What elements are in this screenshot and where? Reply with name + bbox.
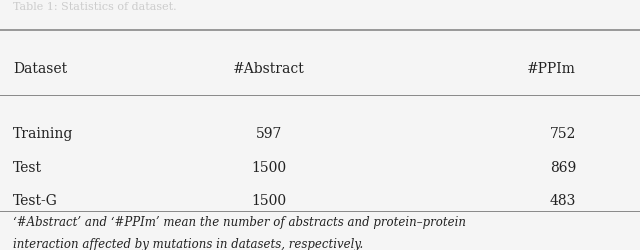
Text: 597: 597	[255, 127, 282, 140]
Text: 869: 869	[550, 160, 576, 174]
Text: Table 1: Statistics of dataset.: Table 1: Statistics of dataset.	[13, 2, 177, 12]
Text: Test: Test	[13, 160, 42, 174]
Text: Dataset: Dataset	[13, 62, 67, 76]
Text: Training: Training	[13, 127, 73, 140]
Text: 1500: 1500	[252, 194, 286, 207]
Text: 752: 752	[550, 127, 576, 140]
Text: ‘#Abstract’ and ‘#PPIm’ mean the number of abstracts and protein–protein: ‘#Abstract’ and ‘#PPIm’ mean the number …	[13, 215, 466, 228]
Text: 1500: 1500	[252, 160, 286, 174]
Text: #PPIm: #PPIm	[527, 62, 576, 76]
Text: 483: 483	[550, 194, 576, 207]
Text: Test-G: Test-G	[13, 194, 58, 207]
Text: #Abstract: #Abstract	[233, 62, 305, 76]
Text: interaction affected by mutations in datasets, respectively.: interaction affected by mutations in dat…	[13, 236, 363, 250]
